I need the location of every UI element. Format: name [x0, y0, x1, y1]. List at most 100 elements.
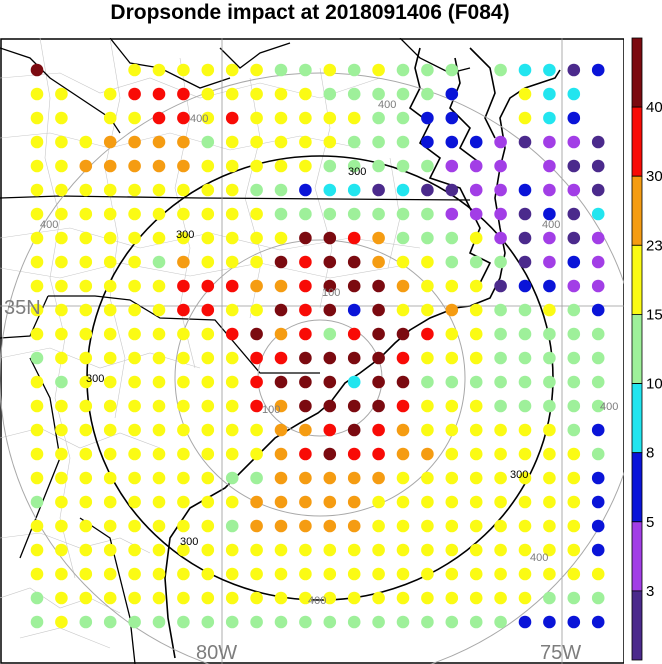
impact-dot: [494, 255, 507, 269]
impact-dot: [55, 591, 68, 605]
impact-dot: [250, 375, 263, 389]
impact-dot: [250, 351, 263, 365]
impact-dot: [396, 567, 410, 581]
impact-dot: [347, 183, 361, 197]
impact-dot: [274, 279, 288, 293]
impact-dot: [543, 447, 556, 461]
impact-dot: [128, 111, 141, 125]
impact-dot: [421, 159, 434, 173]
colorbar-box: [631, 590, 643, 661]
impact-dot: [323, 591, 337, 605]
impact-dot: [152, 327, 166, 341]
impact-dot: [201, 255, 215, 269]
impact-dot: [396, 447, 410, 461]
impact-dot: [347, 207, 361, 221]
impact-dot: [323, 135, 337, 149]
impact-dot: [128, 375, 141, 389]
colorbar-label: 3: [646, 583, 654, 600]
impact-dot: [396, 495, 410, 509]
impact-dot: [445, 207, 459, 221]
impact-dot: [543, 615, 556, 629]
impact-dot: [396, 63, 410, 77]
impact-dot: [299, 231, 312, 245]
impact-dot: [152, 351, 166, 365]
impact-dot: [274, 471, 288, 485]
impact-dot: [323, 375, 337, 389]
impact-dot: [103, 351, 117, 365]
impact-dot: [274, 111, 288, 125]
impact-dot: [128, 207, 141, 221]
colorbar-box: [631, 313, 643, 384]
impact-dot: [274, 327, 288, 341]
impact-dot: [518, 327, 532, 341]
impact-dot: [177, 231, 190, 245]
impact-dot: [152, 423, 166, 437]
impact-dot: [518, 183, 532, 197]
impact-dot: [543, 375, 556, 389]
impact-dot: [152, 135, 166, 149]
impact-dot: [543, 231, 556, 245]
impact-dot: [518, 543, 532, 557]
impact-dots: [30, 63, 605, 629]
impact-dot: [567, 303, 581, 317]
impact-dot: [225, 111, 239, 125]
impact-dot: [469, 399, 483, 413]
impact-dot: [591, 615, 605, 629]
impact-dot: [543, 471, 556, 485]
impact-dot: [591, 303, 605, 317]
impact-dot: [347, 231, 361, 245]
impact-dot: [299, 327, 312, 341]
impact-dot: [518, 519, 532, 533]
impact-dot: [299, 255, 312, 269]
impact-dot: [30, 471, 44, 485]
impact-dot: [225, 159, 239, 173]
impact-dot: [299, 183, 312, 197]
impact-dot: [591, 231, 605, 245]
impact-dot: [591, 207, 605, 221]
range-ring-label-gray: 100: [262, 404, 280, 416]
impact-dot: [445, 231, 459, 245]
impact-dot: [445, 303, 459, 317]
impact-dot: [445, 327, 459, 341]
impact-dot: [225, 375, 239, 389]
impact-dot: [79, 399, 93, 413]
impact-dot: [250, 447, 263, 461]
impact-dot: [469, 303, 483, 317]
impact-dot: [30, 543, 44, 557]
impact-dot: [225, 207, 239, 221]
impact-dot: [250, 63, 263, 77]
impact-dot: [30, 495, 44, 509]
impact-dot: [299, 615, 312, 629]
impact-dot: [55, 279, 68, 293]
impact-dot: [55, 207, 68, 221]
impact-dot: [225, 495, 239, 509]
impact-dot: [396, 543, 410, 557]
impact-dot: [347, 591, 361, 605]
impact-dot: [567, 327, 581, 341]
impact-dot: [591, 519, 605, 533]
impact-dot: [177, 591, 190, 605]
impact-dot: [299, 447, 312, 461]
impact-dot: [274, 231, 288, 245]
impact-dot: [274, 519, 288, 533]
impact-dot: [372, 183, 385, 197]
impact-dot: [518, 615, 532, 629]
impact-dot: [323, 351, 337, 365]
impact-dot: [79, 543, 93, 557]
impact-dot: [469, 423, 483, 437]
impact-dot: [543, 591, 556, 605]
impact-map: 100 100 400 400 400 400 400 400 400 300 300 300 300 3…: [0, 38, 624, 664]
impact-dot: [421, 567, 434, 581]
impact-dot: [421, 279, 434, 293]
impact-dot: [30, 567, 44, 581]
impact-dot: [30, 279, 44, 293]
impact-dot: [396, 279, 410, 293]
impact-dot: [469, 615, 483, 629]
impact-dot: [225, 423, 239, 437]
impact-dot: [103, 231, 117, 245]
impact-dot: [201, 351, 215, 365]
impact-dot: [201, 471, 215, 485]
impact-dot: [567, 279, 581, 293]
impact-dot: [372, 495, 385, 509]
impact-dot: [543, 399, 556, 413]
